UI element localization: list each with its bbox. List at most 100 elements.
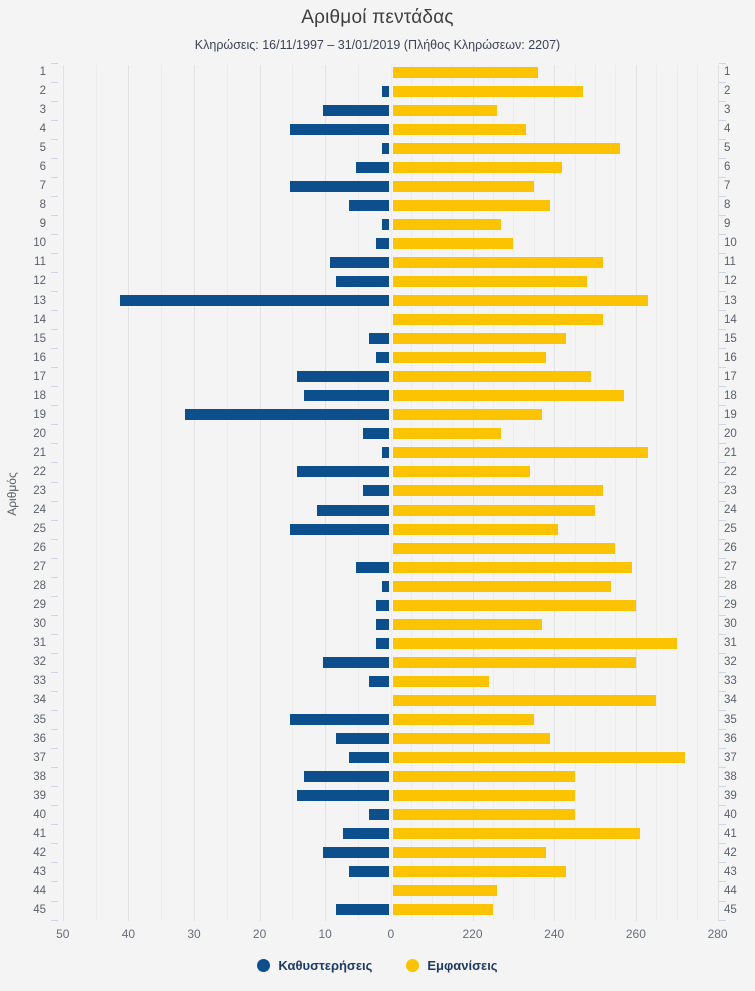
bar-delay-6 <box>356 161 389 173</box>
row-tick-left <box>51 919 58 921</box>
row-tick-left <box>51 824 58 826</box>
row-tick-right <box>719 157 726 159</box>
bar-appearance-34 <box>392 694 657 706</box>
bar-appearance-21 <box>392 447 649 459</box>
row-tick-left <box>51 519 58 521</box>
category-label-left: 11 <box>34 256 46 269</box>
row-tick-right <box>719 62 726 64</box>
category-label-right: 36 <box>724 732 737 745</box>
row-tick-right <box>719 614 726 616</box>
row-tick-right <box>719 729 726 731</box>
row-tick-right <box>719 881 726 883</box>
row-tick-right <box>719 252 726 254</box>
category-label-right: 42 <box>724 846 737 859</box>
category-label-right: 44 <box>724 884 737 897</box>
category-label-right: 11 <box>724 256 736 269</box>
category-label-right: 4 <box>724 123 731 136</box>
bar-delay-2 <box>382 85 389 97</box>
x-axis-label-right-240: 240 <box>544 927 565 941</box>
row-tick-right <box>719 652 726 654</box>
legend-item-appearances[interactable]: Εμφανίσεις <box>406 958 498 973</box>
legend: Καθυστερήσεις Εμφανίσεις <box>0 952 755 978</box>
category-label-right: 3 <box>724 104 731 117</box>
gridline-left-5 <box>358 65 359 921</box>
gridline-right-265 <box>656 65 658 921</box>
row-tick-left <box>51 62 58 64</box>
row-tick-right <box>719 424 726 426</box>
row-tick-right <box>719 119 726 121</box>
bar-delay-20 <box>362 428 389 440</box>
row-tick-right <box>719 81 726 83</box>
row-tick-left <box>51 748 58 750</box>
row-tick-right <box>719 233 726 235</box>
row-tick-right <box>719 710 726 711</box>
legend-label-delays: Καθυστερήσεις <box>278 957 373 973</box>
row-tick-right <box>719 348 726 350</box>
bar-appearance-2 <box>392 85 583 97</box>
row-tick-left <box>51 157 58 159</box>
bar-delay-25 <box>290 523 389 535</box>
category-label-left: 33 <box>33 675 46 688</box>
legend-item-delays[interactable]: Καθυστερήσεις <box>257 958 372 973</box>
category-label-left: 13 <box>33 294 46 307</box>
x-axis-label-left-40: 40 <box>121 927 136 941</box>
row-tick-left <box>51 252 58 254</box>
bar-appearance-40 <box>392 809 575 821</box>
bar-appearance-27 <box>392 561 632 573</box>
bar-appearance-23 <box>392 485 604 497</box>
category-label-right: 33 <box>724 675 737 688</box>
bar-appearance-16 <box>392 352 547 364</box>
gridline-right-270 <box>676 65 678 921</box>
bar-appearance-12 <box>392 275 587 287</box>
gridline-left-50 <box>62 65 64 921</box>
bar-delay-28 <box>382 580 389 592</box>
bar-appearance-9 <box>392 218 502 230</box>
category-label-right: 14 <box>724 313 737 326</box>
category-label-right: 21 <box>724 446 737 459</box>
row-tick-left <box>51 786 58 788</box>
row-tick-left <box>51 310 58 312</box>
category-label-left: 30 <box>33 618 46 631</box>
row-tick-right <box>719 291 726 292</box>
gridline-zero <box>390 65 392 921</box>
row-tick-right <box>719 176 726 178</box>
category-label-left: 44 <box>33 884 46 897</box>
category-label-left: 23 <box>33 484 46 497</box>
row-tick-left <box>51 481 58 483</box>
category-label-right: 23 <box>724 484 737 497</box>
bar-delay-35 <box>290 714 389 726</box>
gridline-left-25 <box>226 65 228 921</box>
row-tick-right <box>719 805 726 807</box>
bar-appearance-31 <box>392 637 677 649</box>
x-axis-label-right-260: 260 <box>625 927 646 941</box>
bar-appearance-14 <box>392 314 604 326</box>
category-label-left: 35 <box>33 713 46 726</box>
row-tick-right <box>719 671 726 673</box>
category-label-right: 30 <box>724 618 737 631</box>
bar-delay-11 <box>329 256 389 268</box>
row-tick-right <box>719 138 726 140</box>
bar-delay-27 <box>356 561 389 573</box>
bar-delay-4 <box>290 123 389 135</box>
bar-delay-32 <box>323 656 389 668</box>
category-label-left: 3 <box>39 104 46 117</box>
row-tick-left <box>51 881 58 883</box>
row-tick-left <box>51 500 58 502</box>
gridline-right-275 <box>697 65 699 921</box>
gridline-right-280 <box>717 65 719 921</box>
category-label-right: 2 <box>724 85 731 98</box>
category-label-left: 14 <box>33 313 46 326</box>
bar-delay-38 <box>303 771 389 783</box>
gridline-right-255 <box>615 65 617 921</box>
x-axis-label-left-50: 50 <box>56 927 70 941</box>
category-label-left: 12 <box>33 275 46 288</box>
row-tick-left <box>51 671 58 673</box>
bar-delay-31 <box>375 637 389 649</box>
category-label-right: 8 <box>724 199 731 212</box>
bar-appearance-28 <box>392 580 612 592</box>
category-label-right: 19 <box>724 408 737 421</box>
category-label-left: 20 <box>33 427 46 440</box>
bar-delay-45 <box>336 904 389 916</box>
category-label-right: 43 <box>724 865 737 878</box>
category-label-left: 9 <box>39 218 46 231</box>
